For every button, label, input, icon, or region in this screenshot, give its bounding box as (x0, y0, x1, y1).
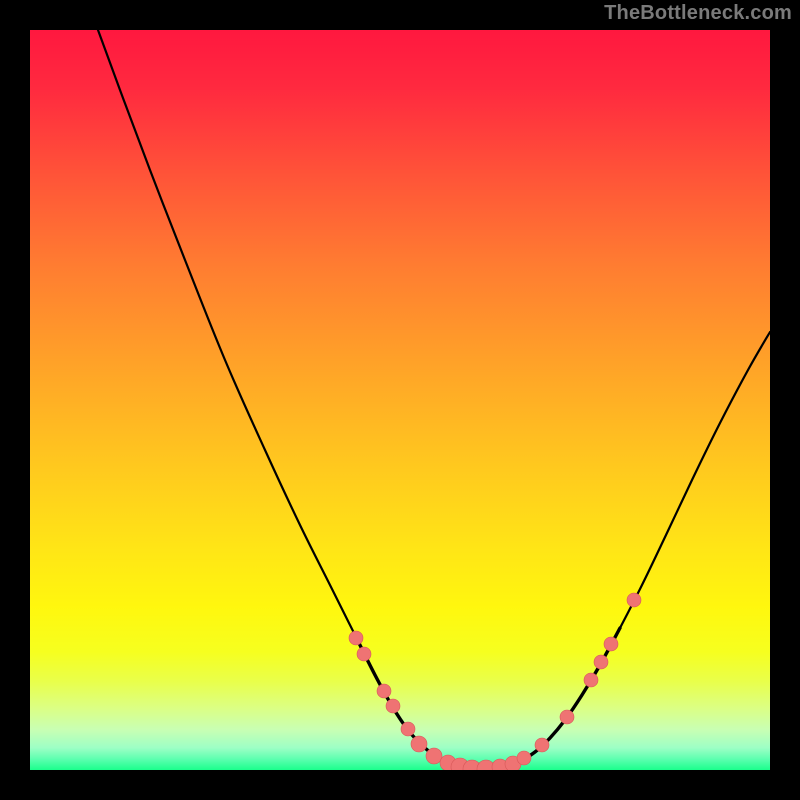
chart-container: TheBottleneck.com (0, 0, 800, 800)
data-marker (560, 710, 574, 724)
watermark-text: TheBottleneck.com (604, 2, 792, 25)
data-marker (349, 631, 363, 645)
data-marker (517, 751, 531, 765)
data-marker (584, 673, 598, 687)
chart-svg (30, 30, 770, 770)
data-marker (386, 699, 400, 713)
gradient-background (30, 30, 770, 770)
data-marker (604, 637, 618, 651)
data-marker (627, 593, 641, 607)
plot-area (30, 30, 770, 770)
data-marker (401, 722, 415, 736)
data-marker (594, 655, 608, 669)
data-marker (377, 684, 391, 698)
data-marker (426, 748, 442, 764)
data-marker (357, 647, 371, 661)
data-marker (411, 736, 427, 752)
data-marker (535, 738, 549, 752)
